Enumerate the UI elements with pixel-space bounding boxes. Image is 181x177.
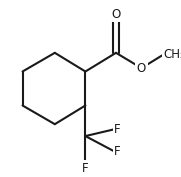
Text: F: F bbox=[114, 123, 121, 136]
Text: CH₃: CH₃ bbox=[164, 48, 181, 61]
Text: O: O bbox=[111, 8, 121, 21]
Text: F: F bbox=[82, 162, 89, 175]
Text: O: O bbox=[137, 62, 146, 75]
Text: F: F bbox=[114, 145, 121, 158]
